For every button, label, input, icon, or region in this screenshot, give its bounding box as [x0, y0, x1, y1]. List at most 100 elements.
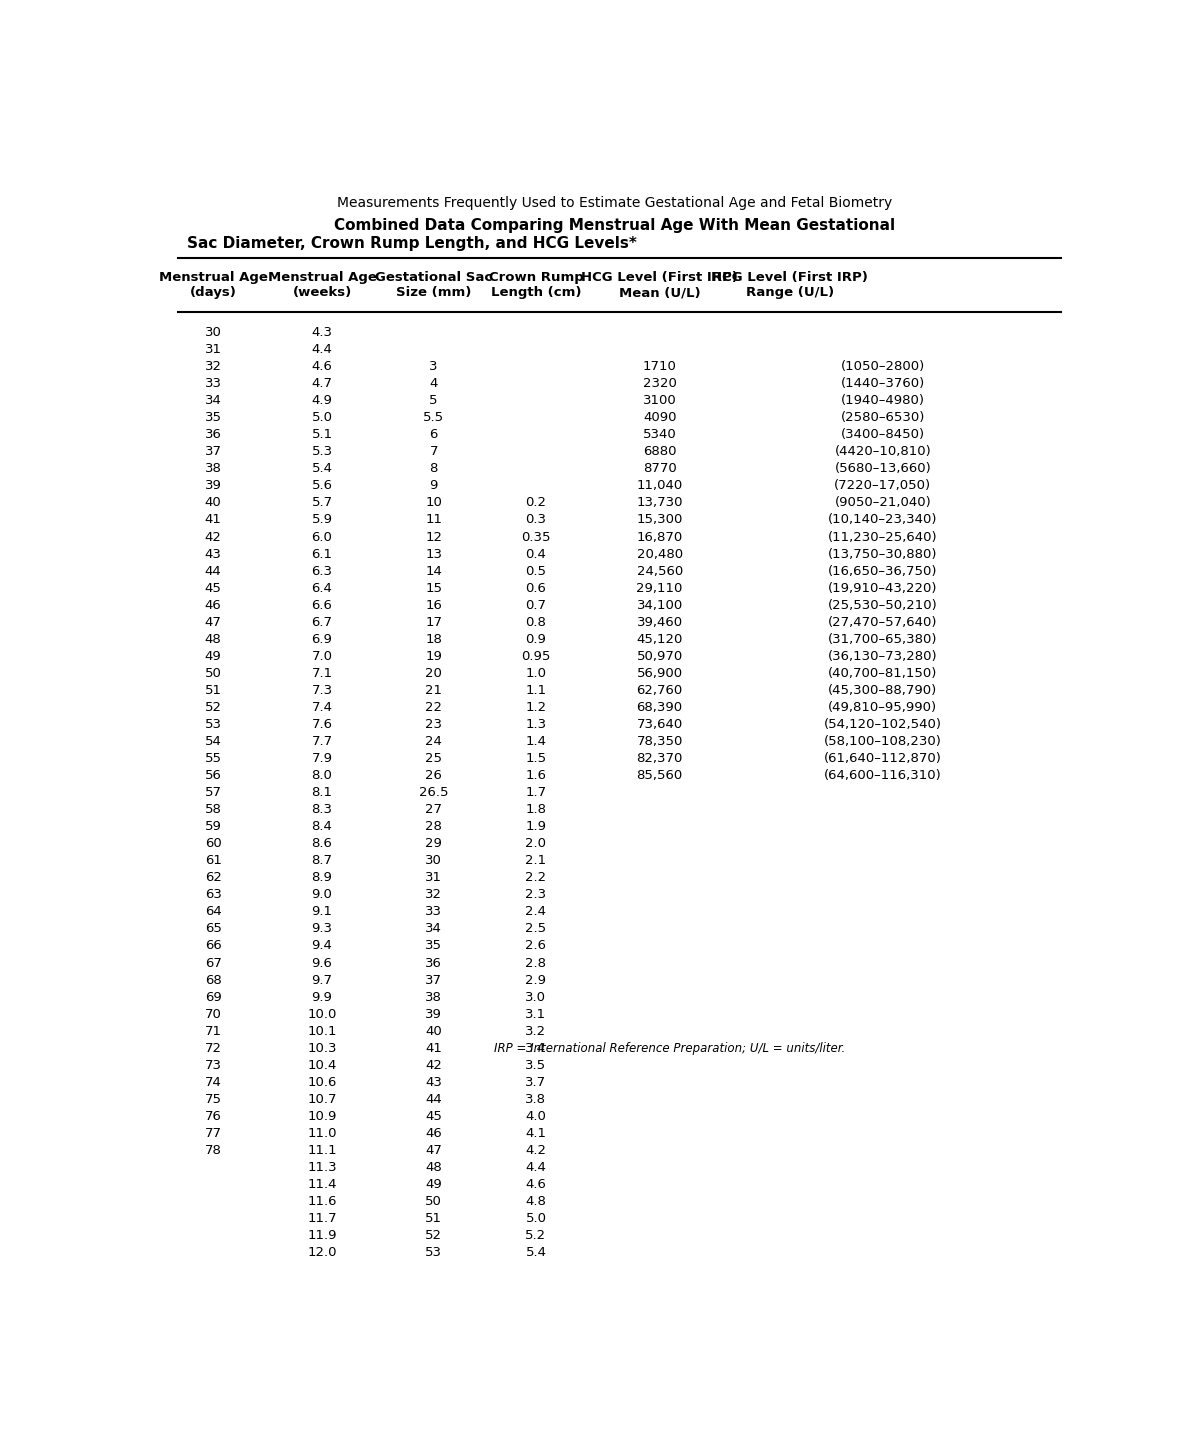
Text: 44: 44	[425, 1093, 442, 1106]
Text: 10.9: 10.9	[307, 1110, 337, 1123]
Text: 17: 17	[425, 616, 442, 629]
Text: 8.7: 8.7	[312, 855, 332, 868]
Text: 30: 30	[205, 326, 222, 339]
Text: 28: 28	[425, 821, 442, 833]
Text: 4.8: 4.8	[526, 1196, 546, 1209]
Text: 6880: 6880	[643, 445, 677, 458]
Text: 1710: 1710	[643, 359, 677, 374]
Text: 21: 21	[425, 684, 442, 697]
Text: 68,390: 68,390	[636, 700, 683, 715]
Text: 2320: 2320	[643, 377, 677, 390]
Text: 39: 39	[425, 1008, 442, 1021]
Text: 3.8: 3.8	[526, 1093, 546, 1106]
Text: Crown Rump
Length (cm): Crown Rump Length (cm)	[488, 271, 583, 299]
Text: (64,600–116,310): (64,600–116,310)	[824, 769, 942, 782]
Text: 1.1: 1.1	[526, 684, 546, 697]
Text: 1.9: 1.9	[526, 821, 546, 833]
Text: 12: 12	[425, 530, 442, 544]
Text: 37: 37	[205, 445, 222, 458]
Text: 11,040: 11,040	[636, 480, 683, 493]
Text: 57: 57	[205, 786, 222, 799]
Text: (40,700–81,150): (40,700–81,150)	[828, 667, 937, 680]
Text: 44: 44	[205, 564, 222, 577]
Text: 5.7: 5.7	[312, 497, 332, 510]
Text: 10.7: 10.7	[307, 1093, 337, 1106]
Text: 39: 39	[205, 480, 222, 493]
Text: (25,530–50,210): (25,530–50,210)	[828, 599, 937, 611]
Text: (49,810–95,990): (49,810–95,990)	[828, 700, 937, 715]
Text: 1.0: 1.0	[526, 667, 546, 680]
Text: 4.3: 4.3	[312, 326, 332, 339]
Text: (2580–6530): (2580–6530)	[841, 411, 925, 424]
Text: 32: 32	[205, 359, 222, 374]
Text: 7: 7	[430, 445, 438, 458]
Text: 31: 31	[205, 344, 222, 357]
Text: 1.3: 1.3	[526, 717, 546, 730]
Text: 39,460: 39,460	[636, 616, 683, 629]
Text: 48: 48	[205, 633, 222, 646]
Text: (19,910–43,220): (19,910–43,220)	[828, 581, 937, 594]
Text: Menstrual Age
(weeks): Menstrual Age (weeks)	[268, 271, 377, 299]
Text: 40: 40	[205, 497, 222, 510]
Text: 22: 22	[425, 700, 442, 715]
Text: 78,350: 78,350	[636, 735, 683, 748]
Text: 10.1: 10.1	[307, 1025, 337, 1038]
Text: HCG Level (First IRP)
Mean (U/L): HCG Level (First IRP) Mean (U/L)	[581, 271, 738, 299]
Text: 0.7: 0.7	[526, 599, 546, 611]
Text: 20: 20	[425, 667, 442, 680]
Text: 29,110: 29,110	[636, 581, 683, 594]
Text: 16,870: 16,870	[636, 530, 683, 544]
Text: 42: 42	[425, 1058, 442, 1071]
Text: 46: 46	[205, 599, 222, 611]
Text: 5.6: 5.6	[312, 480, 332, 493]
Text: 71: 71	[205, 1025, 222, 1038]
Text: 11.0: 11.0	[307, 1127, 337, 1140]
Text: 33: 33	[205, 377, 222, 390]
Text: 4.4: 4.4	[312, 344, 332, 357]
Text: 19: 19	[425, 650, 442, 663]
Text: 34,100: 34,100	[636, 599, 683, 611]
Text: 65: 65	[205, 922, 222, 935]
Text: 10.4: 10.4	[307, 1058, 337, 1071]
Text: 8770: 8770	[643, 463, 677, 475]
Text: 73: 73	[205, 1058, 222, 1071]
Text: 13: 13	[425, 547, 442, 560]
Text: 18: 18	[425, 633, 442, 646]
Text: 3.1: 3.1	[526, 1008, 546, 1021]
Text: 60: 60	[205, 838, 222, 851]
Text: 9.7: 9.7	[312, 974, 332, 987]
Text: Sac Diameter, Crown Rump Length, and HCG Levels*: Sac Diameter, Crown Rump Length, and HCG…	[187, 236, 637, 251]
Text: (3400–8450): (3400–8450)	[841, 428, 925, 441]
Text: 5.0: 5.0	[312, 411, 332, 424]
Text: 0.3: 0.3	[526, 514, 546, 527]
Text: 38: 38	[425, 991, 442, 1004]
Text: 2.6: 2.6	[526, 939, 546, 952]
Text: 6.1: 6.1	[312, 547, 332, 560]
Text: 8.1: 8.1	[312, 786, 332, 799]
Text: 34: 34	[205, 394, 222, 407]
Text: 49: 49	[205, 650, 222, 663]
Text: 56: 56	[205, 769, 222, 782]
Text: 51: 51	[205, 684, 222, 697]
Text: 24,560: 24,560	[636, 564, 683, 577]
Text: 75: 75	[205, 1093, 222, 1106]
Text: 6.9: 6.9	[312, 633, 332, 646]
Text: 53: 53	[205, 717, 222, 730]
Text: 7.3: 7.3	[312, 684, 332, 697]
Text: 62: 62	[205, 871, 222, 885]
Text: 11.1: 11.1	[307, 1144, 337, 1157]
Text: 7.7: 7.7	[312, 735, 332, 748]
Text: (27,470–57,640): (27,470–57,640)	[828, 616, 937, 629]
Text: (5680–13,660): (5680–13,660)	[834, 463, 931, 475]
Text: 36: 36	[205, 428, 222, 441]
Text: 3100: 3100	[643, 394, 677, 407]
Text: 73,640: 73,640	[636, 717, 683, 730]
Text: 1.5: 1.5	[526, 752, 546, 765]
Text: 0.5: 0.5	[526, 564, 546, 577]
Text: 5.4: 5.4	[526, 1246, 546, 1259]
Text: 11.7: 11.7	[307, 1211, 337, 1226]
Text: 1.7: 1.7	[526, 786, 546, 799]
Text: 59: 59	[205, 821, 222, 833]
Text: 35: 35	[205, 411, 222, 424]
Text: 5.2: 5.2	[526, 1229, 546, 1242]
